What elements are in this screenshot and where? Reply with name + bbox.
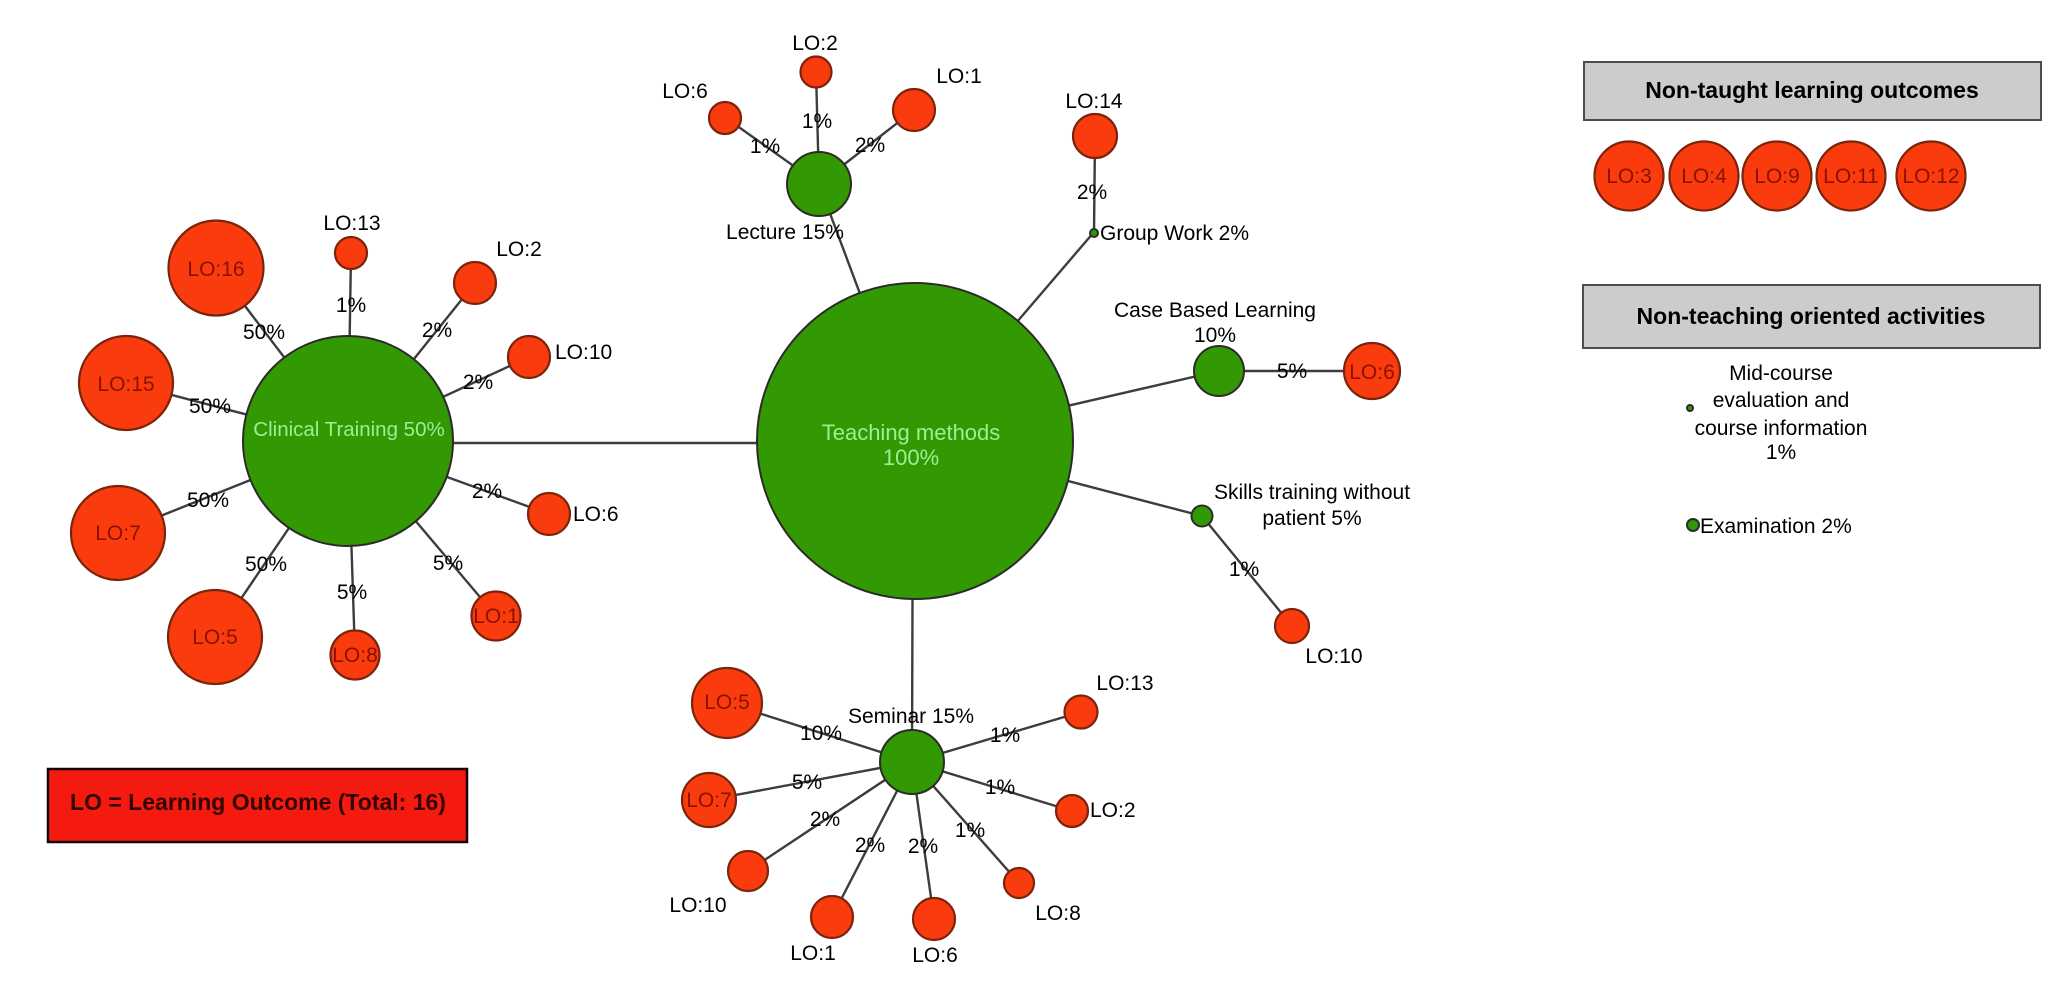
svg-text:5%: 5% [1277, 360, 1307, 383]
svg-text:LO:5: LO:5 [704, 691, 750, 714]
svg-text:LO:1: LO:1 [473, 605, 519, 628]
svg-text:LO:14: LO:14 [1065, 90, 1123, 113]
svg-text:50%: 50% [245, 553, 287, 576]
svg-text:LO:7: LO:7 [95, 522, 141, 545]
svg-text:1%: 1% [985, 776, 1015, 799]
svg-text:LO:12: LO:12 [1902, 165, 1959, 188]
svg-text:LO:6: LO:6 [662, 80, 708, 103]
svg-text:LO:5: LO:5 [192, 626, 238, 649]
svg-text:LO:13: LO:13 [1096, 672, 1153, 695]
svg-text:2%: 2% [472, 480, 502, 503]
svg-text:1%: 1% [955, 819, 985, 842]
svg-text:Skills training without: Skills training without [1214, 481, 1410, 504]
svg-text:100%: 100% [883, 445, 939, 470]
svg-text:2%: 2% [908, 835, 938, 858]
svg-text:LO:15: LO:15 [97, 373, 154, 396]
svg-text:LO:10: LO:10 [669, 894, 726, 917]
svg-text:10%: 10% [800, 722, 842, 745]
svg-text:LO = Learning Outcome (Total:: LO = Learning Outcome (Total: 16) [70, 789, 446, 815]
svg-text:1%: 1% [336, 294, 366, 317]
svg-text:LO:11: LO:11 [1823, 165, 1879, 188]
svg-text:50%: 50% [189, 395, 231, 418]
svg-text:Teaching methods: Teaching methods [822, 420, 1001, 445]
svg-text:5%: 5% [792, 771, 822, 794]
svg-text:Non-teaching oriented activiti: Non-teaching oriented activities [1637, 303, 1986, 329]
svg-text:5%: 5% [433, 552, 463, 575]
svg-text:2%: 2% [422, 319, 452, 342]
svg-text:LO:6: LO:6 [573, 503, 619, 526]
svg-text:LO:6: LO:6 [1349, 361, 1395, 384]
svg-text:Group Work 2%: Group Work 2% [1100, 222, 1249, 245]
svg-text:Clinical Training 50%: Clinical Training 50% [253, 418, 444, 441]
svg-text:2%: 2% [1077, 181, 1107, 204]
svg-text:1%: 1% [750, 135, 780, 158]
svg-text:2%: 2% [855, 134, 885, 157]
svg-text:evaluation and: evaluation and [1713, 389, 1850, 412]
svg-text:50%: 50% [243, 321, 285, 344]
svg-text:1%: 1% [802, 110, 832, 133]
svg-text:Seminar 15%: Seminar 15% [848, 705, 974, 728]
svg-text:LO:8: LO:8 [1035, 902, 1081, 925]
svg-text:Non-taught learning outcomes: Non-taught learning outcomes [1645, 77, 1979, 103]
svg-text:LO:8: LO:8 [332, 644, 378, 667]
svg-text:LO:1: LO:1 [936, 65, 982, 88]
svg-text:1%: 1% [1766, 441, 1796, 464]
svg-text:LO:13: LO:13 [323, 212, 380, 235]
svg-text:LO:2: LO:2 [792, 32, 838, 55]
svg-text:Examination 2%: Examination 2% [1700, 515, 1852, 538]
svg-text:LO:4: LO:4 [1681, 165, 1727, 188]
svg-text:LO:3: LO:3 [1606, 165, 1652, 188]
svg-text:Lecture 15%: Lecture 15% [726, 221, 844, 244]
svg-text:50%: 50% [187, 489, 229, 512]
svg-text:LO:6: LO:6 [912, 944, 958, 967]
svg-text:2%: 2% [810, 808, 840, 831]
svg-text:LO:10: LO:10 [555, 341, 612, 364]
svg-text:2%: 2% [463, 371, 493, 394]
svg-text:LO:9: LO:9 [1754, 165, 1800, 188]
svg-text:LO:2: LO:2 [1090, 799, 1136, 822]
svg-text:1%: 1% [990, 724, 1020, 747]
svg-text:course information: course information [1695, 417, 1868, 440]
svg-text:LO:7: LO:7 [686, 789, 732, 812]
svg-text:LO:2: LO:2 [496, 238, 542, 261]
svg-text:2%: 2% [855, 834, 885, 857]
svg-text:5%: 5% [337, 581, 367, 604]
svg-text:LO:16: LO:16 [187, 258, 244, 281]
svg-text:LO:10: LO:10 [1305, 645, 1362, 668]
svg-text:10%: 10% [1194, 324, 1236, 347]
svg-text:patient 5%: patient 5% [1262, 507, 1361, 530]
svg-text:Case Based Learning: Case Based Learning [1114, 299, 1316, 322]
svg-text:Mid-course: Mid-course [1729, 362, 1833, 385]
svg-text:LO:1: LO:1 [790, 942, 836, 965]
svg-text:1%: 1% [1229, 558, 1259, 581]
